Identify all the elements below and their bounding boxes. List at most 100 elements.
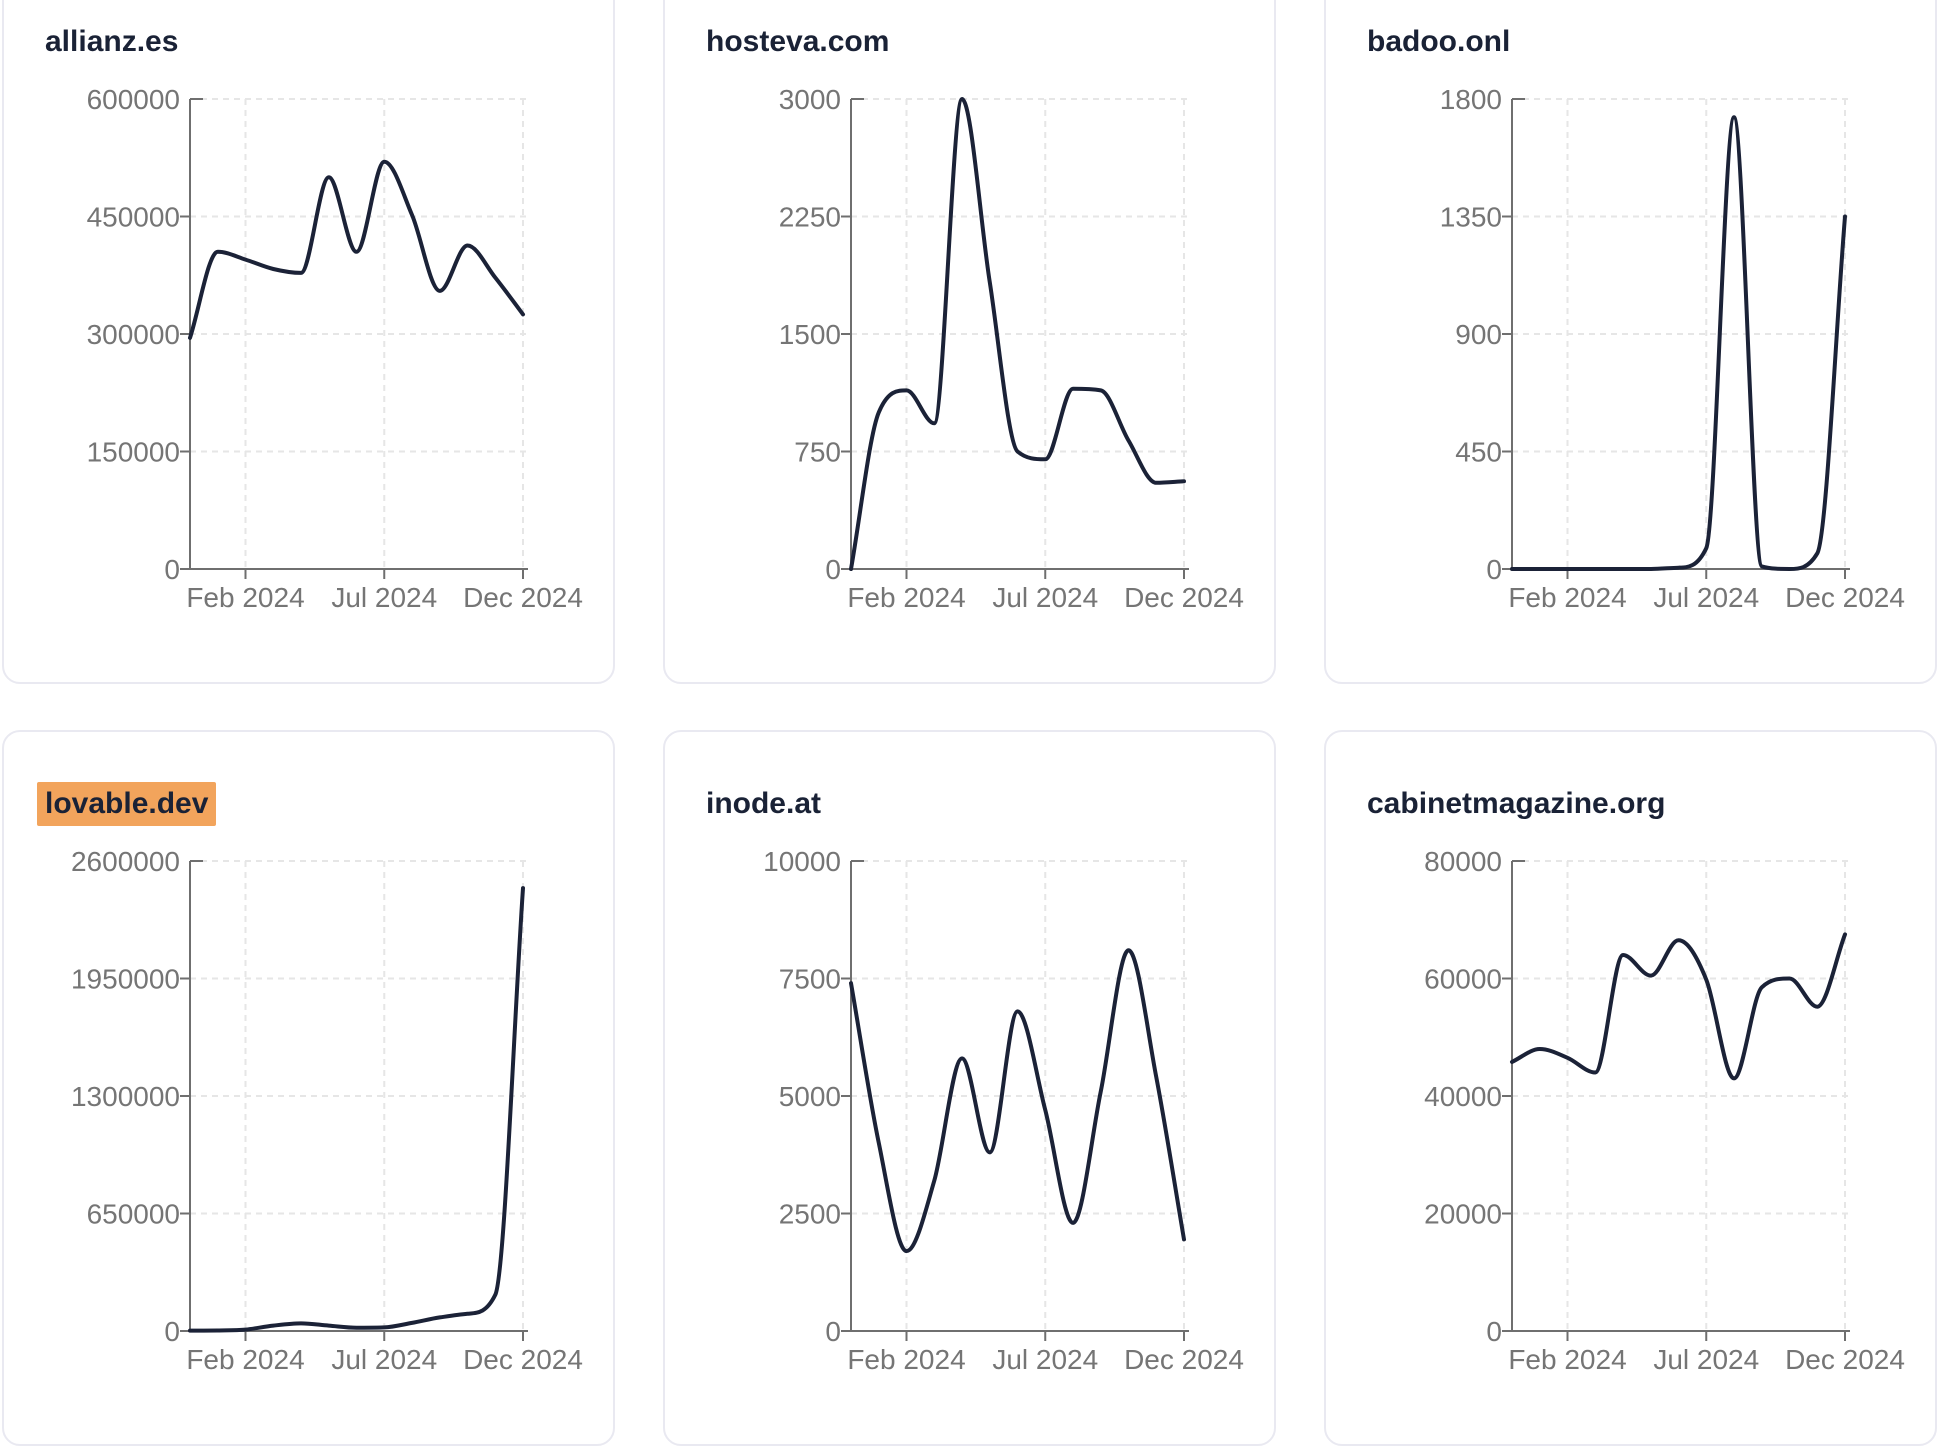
gridlines — [190, 860, 528, 1331]
gridlines — [190, 98, 528, 569]
series-line — [188, 886, 525, 1333]
axes — [1502, 98, 1850, 579]
y-tick-label: 0 — [164, 554, 180, 585]
gridlines — [851, 98, 1189, 569]
chart-card: badoo.onl 0 450 900 1350 1800 Feb 2024 Jul 202… — [1324, 0, 1937, 684]
chart-card: inode.at 0 2500 5000 7500 10000 Feb 2024 Jul 2… — [663, 730, 1276, 1446]
x-tick-labels: Feb 2024 Jul 2024 Dec 2024 — [1508, 1344, 1905, 1375]
line-chart: 0 650000 1300000 1950000 2600000 Feb 2024 Jul … — [71, 846, 583, 1375]
y-tick-label: 900 — [1455, 319, 1502, 350]
chart-title: allianz.es — [45, 25, 179, 58]
x-tick-label: Feb 2024 — [1508, 1344, 1626, 1375]
y-tick-label: 300000 — [87, 319, 180, 350]
y-tick-label: 0 — [825, 554, 841, 585]
y-tick-label: 0 — [825, 1316, 841, 1347]
axes — [180, 98, 528, 579]
y-tick-label: 20000 — [1424, 1199, 1502, 1230]
y-tick-label: 0 — [1486, 1316, 1502, 1347]
y-tick-labels: 0 20000 40000 60000 80000 — [1424, 846, 1502, 1347]
x-tick-label: Feb 2024 — [186, 1344, 304, 1375]
y-tick-label: 0 — [1486, 554, 1502, 585]
axes — [841, 98, 1189, 579]
y-tick-label: 450000 — [87, 202, 180, 233]
series-line — [188, 159, 525, 340]
x-tick-label: Jul 2024 — [1653, 1344, 1759, 1375]
y-tick-label: 80000 — [1424, 846, 1502, 877]
x-tick-label: Dec 2024 — [463, 582, 583, 613]
y-tick-labels: 0 2500 5000 7500 10000 — [763, 846, 841, 1347]
axes — [841, 860, 1189, 1341]
x-tick-label: Jul 2024 — [992, 582, 1098, 613]
y-tick-label: 650000 — [87, 1199, 180, 1230]
y-tick-label: 60000 — [1424, 964, 1502, 995]
axes — [1502, 860, 1850, 1341]
line-chart: 0 750 1500 2250 3000 Feb 2024 Jul 2024 Dec 2024 — [779, 84, 1244, 613]
chart-title: lovable.dev — [37, 782, 217, 826]
y-tick-label: 1350 — [1440, 202, 1502, 233]
x-tick-label: Feb 2024 — [847, 582, 965, 613]
gridlines — [851, 860, 1189, 1331]
chart-card-header: cabinetmagazine.org — [1359, 782, 1673, 826]
y-tick-labels: 0 650000 1300000 1950000 2600000 — [71, 846, 180, 1347]
gridlines — [1512, 860, 1850, 1331]
y-tick-label: 3000 — [779, 84, 841, 115]
x-tick-label: Jul 2024 — [1653, 582, 1759, 613]
x-tick-label: Dec 2024 — [1124, 1344, 1244, 1375]
y-tick-label: 2600000 — [71, 846, 180, 877]
y-tick-label: 2250 — [779, 202, 841, 233]
y-tick-labels: 0 750 1500 2250 3000 — [779, 84, 841, 585]
series-line — [849, 948, 1186, 1254]
y-tick-label: 750 — [794, 437, 841, 468]
chart-card-header: inode.at — [698, 782, 829, 826]
x-tick-label: Dec 2024 — [1124, 582, 1244, 613]
chart-title: cabinetmagazine.org — [1367, 787, 1666, 820]
x-tick-label: Jul 2024 — [331, 582, 437, 613]
x-tick-labels: Feb 2024 Jul 2024 Dec 2024 — [847, 1344, 1244, 1375]
gridlines — [1512, 98, 1850, 569]
y-tick-labels: 0 450 900 1350 1800 — [1440, 84, 1502, 585]
y-tick-label: 5000 — [779, 1081, 841, 1112]
x-tick-label: Feb 2024 — [186, 582, 304, 613]
y-tick-label: 2500 — [779, 1199, 841, 1230]
y-tick-label: 600000 — [87, 84, 180, 115]
x-tick-label: Dec 2024 — [1785, 1344, 1905, 1375]
x-tick-labels: Feb 2024 Jul 2024 Dec 2024 — [1508, 582, 1905, 613]
y-tick-label: 0 — [164, 1316, 180, 1347]
y-tick-label: 450 — [1455, 437, 1502, 468]
line-chart: 0 20000 40000 60000 80000 Feb 2024 Jul 2024 Dec… — [1424, 846, 1905, 1375]
chart-card-header: allianz.es — [37, 20, 186, 64]
series-line — [1510, 932, 1847, 1081]
chart-card: hosteva.com 0 750 1500 2250 3000 Feb 2024 Jul … — [663, 0, 1276, 684]
line-chart: 0 2500 5000 7500 10000 Feb 2024 Jul 2024 Dec 20… — [763, 846, 1244, 1375]
chart-card-header: lovable.dev — [37, 782, 217, 826]
series-line — [849, 97, 1186, 571]
x-tick-label: Feb 2024 — [847, 1344, 965, 1375]
y-tick-label: 1500 — [779, 319, 841, 350]
chart-card: cabinetmagazine.org 0 20000 40000 60000 8000… — [1324, 730, 1937, 1446]
line-chart: 0 450 900 1350 1800 Feb 2024 Jul 2024 Dec 2024 — [1440, 84, 1905, 613]
chart-card-header: badoo.onl — [1359, 20, 1518, 64]
y-tick-label: 10000 — [763, 846, 841, 877]
x-tick-label: Feb 2024 — [1508, 582, 1626, 613]
x-tick-labels: Feb 2024 Jul 2024 Dec 2024 — [186, 582, 583, 613]
y-tick-label: 1950000 — [71, 964, 180, 995]
y-tick-label: 150000 — [87, 437, 180, 468]
chart-title: badoo.onl — [1367, 25, 1511, 58]
x-tick-label: Jul 2024 — [331, 1344, 437, 1375]
chart-card: lovable.dev 0 650000 1300000 1950000 2600000… — [2, 730, 615, 1446]
chart-title: hosteva.com — [706, 25, 890, 58]
y-tick-label: 40000 — [1424, 1081, 1502, 1112]
x-tick-label: Jul 2024 — [992, 1344, 1098, 1375]
line-chart: 0 150000 300000 450000 600000 Feb 2024 Jul 202… — [87, 84, 583, 613]
series-line — [1510, 115, 1847, 571]
chart-card: allianz.es 0 150000 300000 450000 600000 Feb … — [2, 0, 615, 684]
y-tick-labels: 0 150000 300000 450000 600000 — [87, 84, 180, 585]
x-tick-labels: Feb 2024 Jul 2024 Dec 2024 — [847, 582, 1244, 613]
y-tick-label: 1300000 — [71, 1081, 180, 1112]
x-tick-label: Dec 2024 — [1785, 582, 1905, 613]
y-tick-label: 1800 — [1440, 84, 1502, 115]
x-tick-labels: Feb 2024 Jul 2024 Dec 2024 — [186, 1344, 583, 1375]
axes — [180, 860, 528, 1341]
chart-title: inode.at — [706, 787, 822, 820]
